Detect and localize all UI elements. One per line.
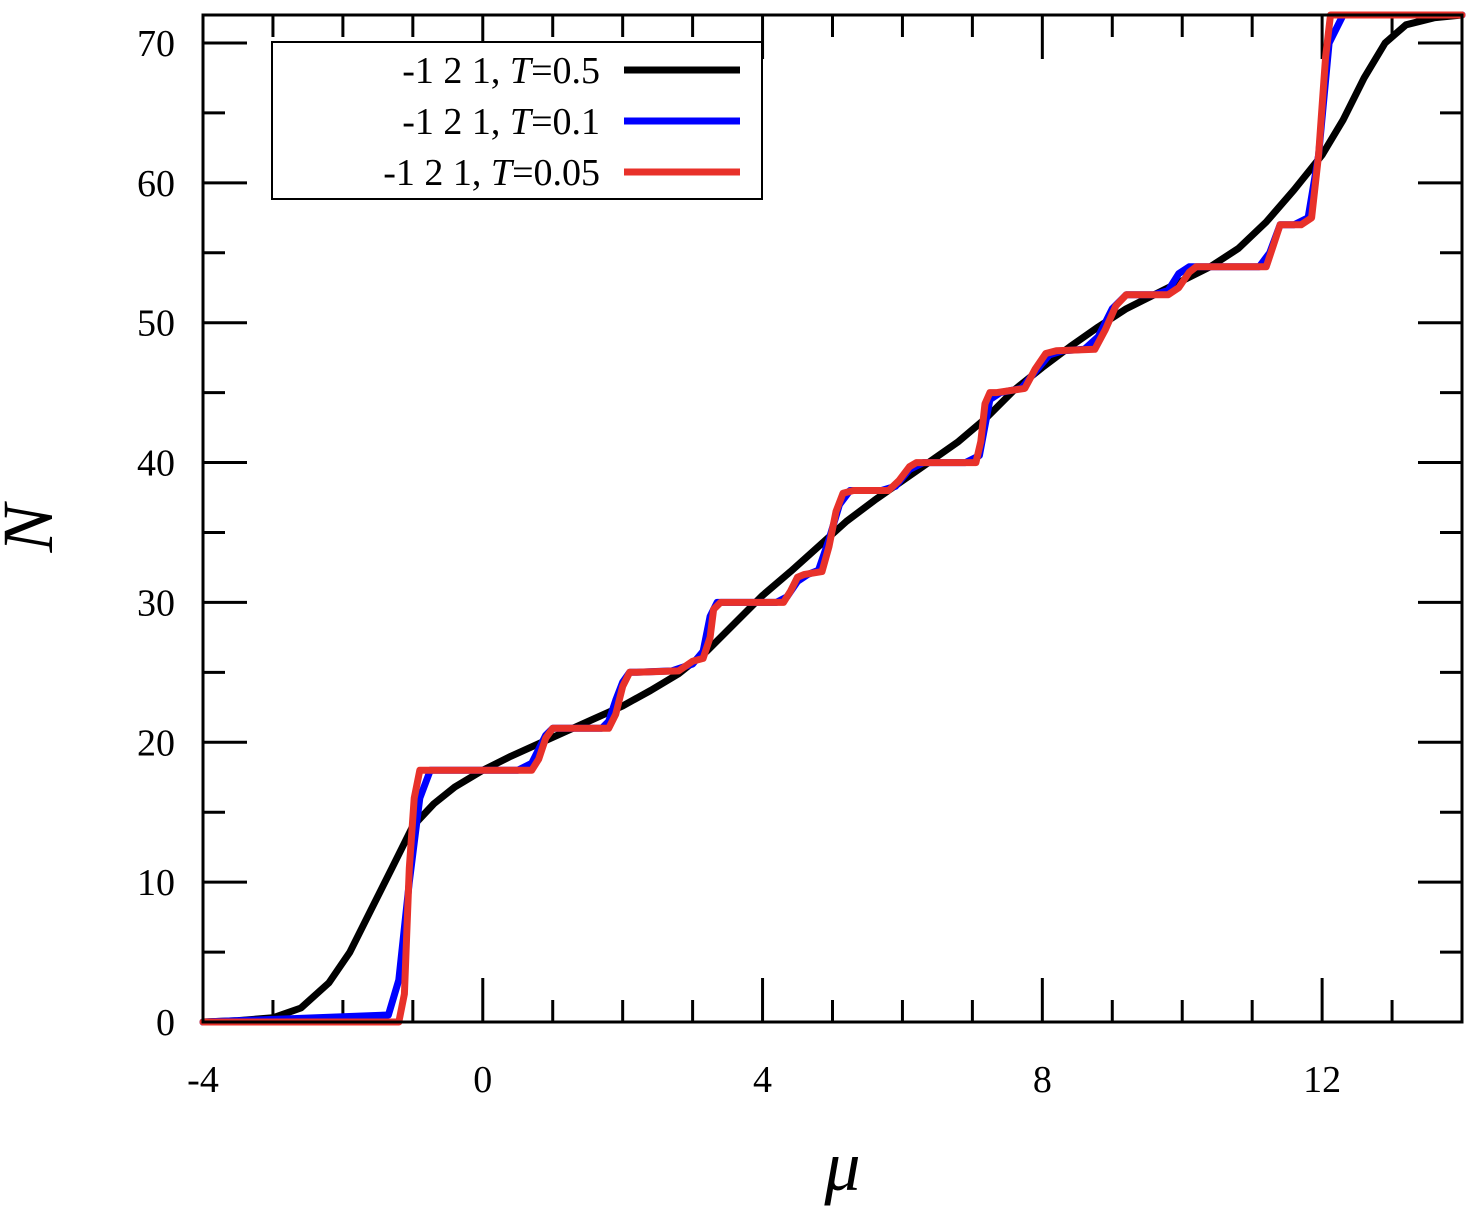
legend: -1 2 1, T=0.5 -1 2 1, T=0.1 -1 2 1, T=0.05 bbox=[271, 41, 763, 200]
x-axis-title: μ bbox=[823, 1126, 860, 1206]
x-tick-label: 8 bbox=[1033, 1059, 1052, 1101]
y-tick-label: 70 bbox=[137, 23, 175, 65]
legend-label-1: -1 2 1, T=0.5 bbox=[402, 50, 600, 92]
series-lines bbox=[199, 11, 1466, 1026]
y-tick-label: 20 bbox=[137, 722, 175, 764]
y-tick-label: 60 bbox=[137, 163, 175, 205]
legend-label-3: -1 2 1, T=0.05 bbox=[383, 152, 600, 194]
legend-label-2: -1 2 1, T=0.1 bbox=[402, 101, 600, 143]
y-tick-label: 40 bbox=[137, 443, 175, 485]
x-tick-label: -4 bbox=[187, 1059, 219, 1101]
x-tick-label: 4 bbox=[753, 1059, 772, 1101]
y-tick-label: 50 bbox=[137, 303, 175, 345]
y-tick-label: 10 bbox=[137, 862, 175, 904]
series-line-3 bbox=[199, 11, 1466, 1026]
y-tick-label: 30 bbox=[137, 582, 175, 624]
x-tick-label: 0 bbox=[473, 1059, 492, 1101]
y-axis-title: N bbox=[0, 501, 68, 554]
plot-frame bbox=[201, 13, 1464, 1024]
tick-labels: -4 0 4 8 12 0 10 20 30 40 50 60 70 bbox=[137, 23, 1341, 1101]
y-tick-label: 0 bbox=[156, 1002, 175, 1044]
x-tick-label: 12 bbox=[1303, 1059, 1341, 1101]
